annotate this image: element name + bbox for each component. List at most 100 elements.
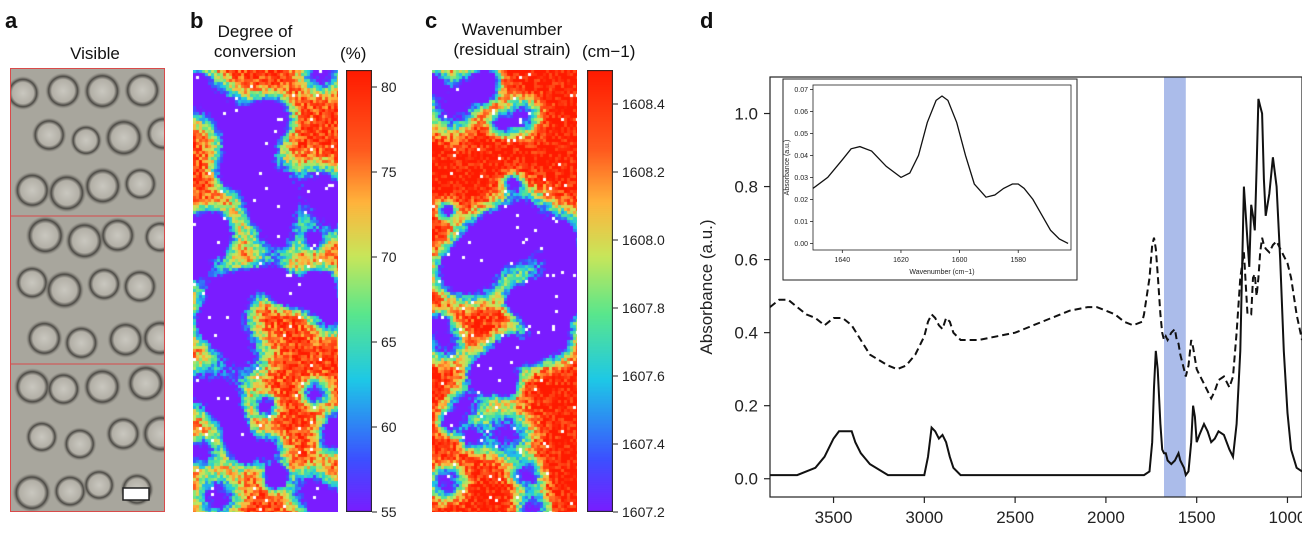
- fibre-circle: [145, 115, 165, 152]
- panel-letter-a: a: [5, 8, 18, 33]
- x-tick-label: 1500: [1178, 508, 1216, 527]
- y-tick-label: 0.6: [734, 251, 758, 270]
- colorbar-tick-label: 75: [381, 164, 397, 180]
- inset-x-tick-label: 1640: [835, 257, 851, 264]
- x-tick-label: 3500: [815, 508, 853, 527]
- colorbar-tick-label: 1607.4: [622, 436, 665, 452]
- panel-c-unit: (cm−1): [582, 42, 636, 61]
- strain-colorbar-ticks: 1608.4 1608.2 1608.0 1607.8 1607.6 1607.4 1607…: [613, 96, 665, 520]
- panel-b-title-line1: Degree of: [217, 22, 293, 41]
- panel-b-unit: (%): [340, 44, 367, 63]
- x-tick-label: 1000: [1269, 508, 1302, 527]
- fibre-circle: [123, 166, 158, 202]
- panel-c-title: Wavenumber (residual strain): [437, 20, 587, 60]
- inset-y-tick-label: 0.03: [794, 175, 808, 182]
- inset-y-tick-label: 0.01: [794, 219, 808, 226]
- solid-spectrum-line: [770, 98, 1302, 478]
- inset-x-axis-label: Wavenumber (cm−1): [909, 269, 974, 276]
- strain-colorbar: [587, 70, 613, 512]
- fibre-circle: [141, 319, 165, 357]
- colorbar-tick-label: 1607.6: [622, 368, 665, 384]
- fibre-circle: [10, 75, 41, 111]
- inset-x-tick-label: 1600: [952, 257, 968, 264]
- inset-plot-area: [812, 84, 1072, 251]
- fibre-circle: [105, 415, 142, 452]
- fibre-circle: [83, 166, 123, 206]
- colorbar-tick-label: 1607.8: [622, 300, 665, 316]
- inset-y-axis-label: Absorbance (a.u.): [784, 140, 791, 196]
- fibre-circle: [25, 215, 66, 256]
- ftir-spectrum-chart: 3500 3000 2500 2000 1500 1000 0.0 0.2 0.4 0.6 0.8 1…: [697, 76, 1302, 545]
- fibre-circle: [31, 117, 67, 153]
- inset-y-tick-label: 0.00: [794, 241, 808, 248]
- fibre-circle: [83, 367, 122, 406]
- fibre-circle: [122, 268, 158, 305]
- y-axis-label: Absorbance (a.u.): [697, 219, 716, 354]
- colorbar-tick-label: 65: [381, 334, 397, 350]
- panel-letter-d: d: [700, 8, 714, 33]
- scale-bar: [122, 487, 150, 501]
- fibre-circle: [126, 364, 165, 403]
- panel-c-title-line2: (residual strain): [453, 40, 571, 59]
- fibre-circle: [86, 266, 122, 302]
- fibre-circle: [143, 220, 165, 254]
- colorbar-tick-label: 1608.2: [622, 164, 665, 180]
- x-tick-label: 2000: [1087, 508, 1125, 527]
- fibre-circle: [47, 173, 87, 213]
- y-tick-label: 1.0: [734, 105, 758, 124]
- fibre-circle: [13, 367, 52, 406]
- fibre-circle: [13, 171, 51, 209]
- inset-x-tick-label: 1620: [893, 257, 909, 264]
- conversion-map: [193, 70, 338, 512]
- inset-y-tick-label: 0.04: [794, 153, 808, 160]
- fibre-circle: [25, 319, 63, 357]
- fibre-circle: [46, 371, 81, 407]
- fibre-circle: [12, 473, 52, 512]
- fibre-circle: [107, 321, 145, 359]
- panel-b-title: Degree of conversion: [200, 22, 310, 62]
- fibre-circle: [123, 71, 161, 109]
- panel-a-title: Visible: [70, 44, 120, 63]
- fibre-circle: [65, 221, 105, 261]
- conversion-colorbar: [346, 70, 372, 512]
- fibre-circle: [44, 270, 85, 310]
- y-tick-label: 0.8: [734, 178, 758, 197]
- inset-y-tick-label: 0.06: [794, 109, 808, 116]
- inset-y-tick-label: 0.05: [794, 131, 808, 138]
- strain-map: [432, 70, 577, 512]
- fibre-circle: [83, 72, 122, 111]
- dashed-spectrum-line: [770, 237, 1302, 401]
- panel-letter-b: b: [190, 8, 204, 33]
- inset-x-tick-label: 1580: [1010, 257, 1026, 264]
- colorbar-tick-label: 1607.2: [622, 504, 665, 520]
- fibre-circle: [104, 117, 144, 158]
- fibre-circle: [25, 420, 59, 454]
- fibre-circle: [82, 468, 116, 502]
- inset-spectrum-line: [812, 95, 1069, 244]
- colorbar-tick-label: 55: [381, 504, 397, 520]
- y-tick-label: 0.4: [734, 324, 758, 343]
- inset-y-tick-label: 0.07: [794, 87, 808, 94]
- panel-b-title-line2: conversion: [213, 42, 297, 61]
- x-axis-label: Wavenumber (cm−1): [977, 542, 1136, 545]
- colorbar-tick-label: 1608.0: [622, 232, 665, 248]
- panel-c-title-line1: Wavenumber: [461, 20, 563, 39]
- colorbar-tick-label: 70: [381, 249, 397, 265]
- inset-frame: [782, 78, 1078, 281]
- y-tick-label: 0.2: [734, 397, 758, 416]
- x-tick-label: 3000: [905, 508, 943, 527]
- fibre-circle: [63, 325, 100, 361]
- fibre-circle: [44, 72, 82, 109]
- y-tick-label: 0.0: [734, 470, 758, 489]
- panel-letter-c: c: [425, 8, 438, 33]
- colorbar-tick-label: 60: [381, 419, 397, 435]
- fibre-circle: [69, 124, 103, 157]
- fibre-cross-sections: [10, 71, 165, 512]
- colorbar-tick-label: 1608.4: [622, 96, 665, 112]
- conversion-colorbar-ticks: 80 75 70 65 60 55: [372, 79, 397, 520]
- fibre-circle: [52, 474, 88, 509]
- fibre-circle: [141, 413, 165, 454]
- plot-frame: [769, 76, 1302, 498]
- inset-y-tick-label: 0.02: [794, 197, 808, 204]
- x-tick-label: 2500: [996, 508, 1034, 527]
